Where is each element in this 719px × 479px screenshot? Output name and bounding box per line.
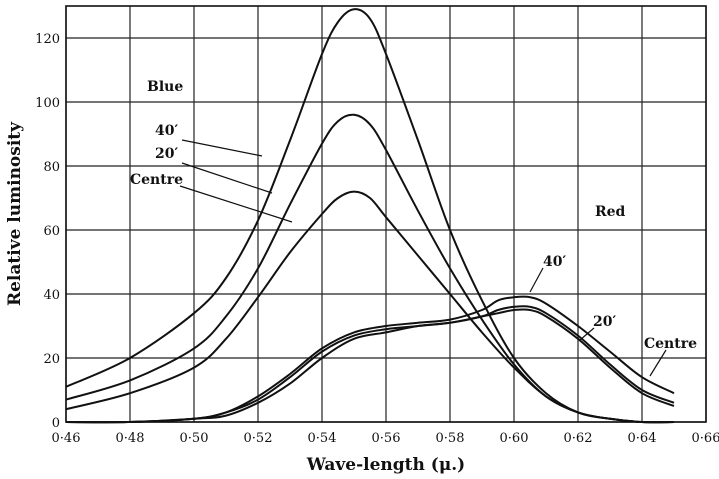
series-line-blue-centre-2 (65, 190, 675, 424)
red-centre-label: Centre (644, 336, 697, 352)
leader-blue-40 (181, 139, 263, 157)
blue-group-label: Blue (147, 79, 183, 95)
y-tick-label: 120 (35, 32, 60, 47)
y-tick-label: 80 (43, 160, 60, 175)
y-tick-label: 100 (35, 96, 60, 111)
x-tick-label: 0·66 (692, 431, 719, 446)
leader-red-centre (649, 349, 667, 377)
red-40-label: 40′ (543, 254, 566, 270)
x-tick-label: 0·48 (116, 431, 145, 446)
blue-40-label: 40′ (155, 123, 178, 139)
leader-blue-centre (179, 185, 293, 223)
series-line-red-40-3 (65, 295, 675, 424)
x-tick-label: 0·50 (180, 431, 209, 446)
x-tick-label: 0·60 (500, 431, 529, 446)
y-tick-label: 60 (43, 224, 60, 239)
x-tick-label: 0·62 (564, 431, 593, 446)
y-tick-label: 20 (43, 352, 60, 367)
x-tick-label: 0·46 (52, 431, 81, 446)
leader-blue-20 (181, 162, 273, 194)
x-axis-label: Wave-length (μ.) (306, 455, 465, 475)
x-tick-label: 0·52 (244, 431, 273, 446)
x-tick-label: 0·54 (308, 431, 337, 446)
blue-centre-label: Centre (130, 172, 183, 188)
leader-red-40 (529, 267, 544, 293)
blue-20-label: 20′ (155, 146, 178, 162)
plot-frame (65, 5, 707, 423)
x-tick-label: 0·56 (372, 431, 401, 446)
red-group-label: Red (595, 204, 626, 220)
y-tick-label: 0 (52, 416, 60, 431)
tick-labels: 0·46 0·48 0·50 0·52 0·54 0·56 0·58 0·60 0·62 0·64… (35, 32, 719, 446)
red-20-label: 20′ (593, 314, 616, 330)
series-line-blue-40-0 (65, 8, 675, 424)
series-line-red-centre-5 (65, 308, 675, 424)
curves (65, 8, 675, 424)
annotation-leaders (179, 139, 667, 377)
leader-red-20 (579, 327, 595, 341)
x-tick-label: 0·58 (436, 431, 465, 446)
y-tick-label: 40 (43, 288, 60, 303)
x-tick-label: 0·64 (628, 431, 657, 446)
series-line-red-20-4 (65, 305, 675, 424)
y-axis-label: Relative luminosity (5, 121, 25, 306)
